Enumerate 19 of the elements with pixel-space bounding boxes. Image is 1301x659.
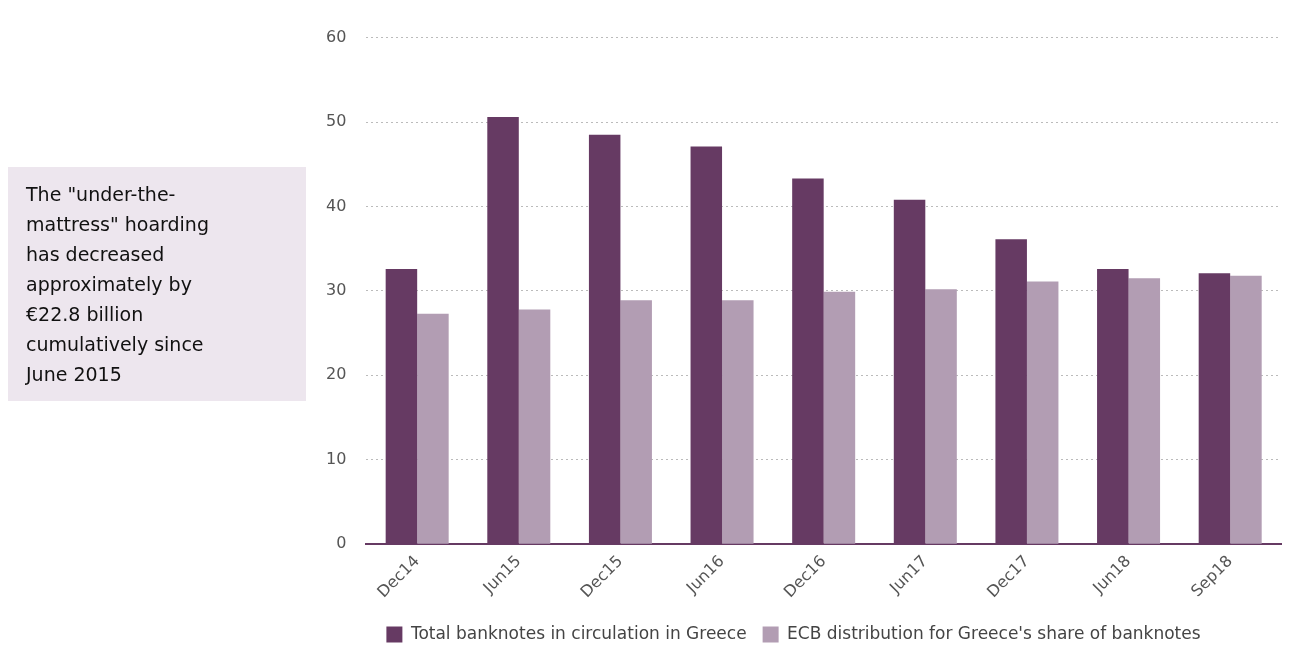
bar <box>1128 278 1161 544</box>
bar <box>620 300 652 544</box>
bar <box>925 289 957 544</box>
y-tick-label: 60 <box>326 26 347 46</box>
y-tick-label: 30 <box>326 280 347 300</box>
bar <box>518 309 551 544</box>
y-tick-label: 40 <box>326 195 347 215</box>
y-tick-label: 10 <box>326 448 347 468</box>
bar <box>722 300 754 544</box>
text: The "under-the-mattress" hoarding has decreased approximately by €22.8 billion cumulatively since June 2015 <box>8 167 306 401</box>
legend-label: Total banknotes in circulation in Greece <box>409 622 747 643</box>
y-tick-label: 20 <box>326 364 347 384</box>
y-tick-label: 50 <box>326 111 347 131</box>
bar <box>823 291 856 544</box>
legend-label: ECB distribution for Greece's share of banknotes <box>787 622 1201 643</box>
bar <box>1230 275 1262 544</box>
bar <box>1026 281 1059 544</box>
y-tick-label: 0 <box>336 533 347 553</box>
bar <box>417 313 449 544</box>
